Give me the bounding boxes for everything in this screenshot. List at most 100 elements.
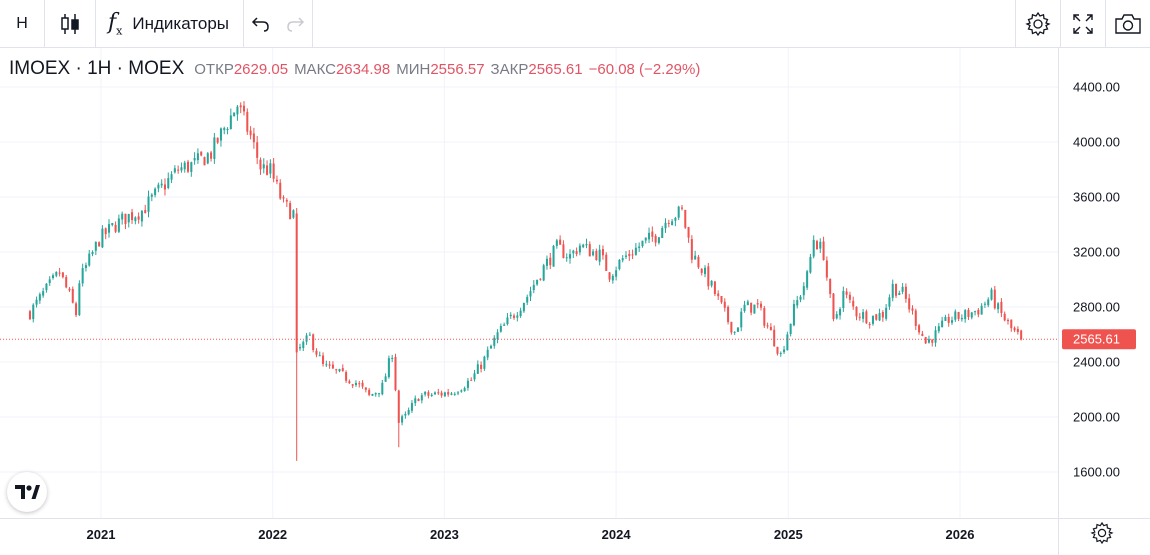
candle [934,326,937,347]
price-chart[interactable]: 4400.00 4000.00 3600.00 3200.00 2800.00 2400.… [0,48,1150,555]
candle-body [970,312,973,318]
legend-open-value: 2629.05 [233,61,289,78]
redo-button[interactable] [278,0,312,48]
candle-body [713,281,716,294]
candle [150,193,153,202]
candle [107,219,111,238]
candle-body [496,332,499,340]
candle-body [180,167,183,171]
candle-body [865,311,868,324]
candle-body [513,315,516,318]
candle [480,361,483,373]
candle [667,219,670,228]
candle-body [124,213,127,224]
candle-body [736,327,739,332]
candle [443,391,446,397]
candle [664,218,667,233]
candle-body [470,379,473,381]
candle-body [173,168,176,173]
candle-body [624,255,628,257]
candle [193,152,196,165]
candle-body [611,275,614,281]
candle [335,368,338,374]
candle [328,361,331,369]
candle [875,313,878,321]
candle-body [266,165,269,175]
candle [977,308,980,318]
candle [707,262,710,290]
candle-body [509,314,512,317]
candle-body [410,403,413,411]
candle-body [289,203,292,220]
legend-high-label: МАКС [294,61,336,78]
candle-body [944,317,947,321]
candle [32,303,35,323]
candle-body [325,364,328,366]
candle [895,283,898,298]
interval-button[interactable]: Н [16,14,28,32]
candle-body [391,357,394,360]
candle [233,112,236,117]
candle [773,325,776,347]
candle [878,308,881,322]
chart-type-button[interactable] [45,0,95,48]
gear-icon[interactable] [1090,521,1114,545]
legend-high-value: 2634.98 [335,61,391,78]
candle [918,323,921,335]
candle-body [397,390,400,423]
candle-body [196,153,199,161]
candle [430,393,433,397]
candle-body [229,115,232,130]
indicators-button[interactable]: fx Индикаторы [96,0,243,48]
candle [1000,298,1003,318]
candle [641,240,644,248]
candle-body [964,310,967,320]
candle-body [832,293,835,320]
candle [275,175,278,185]
settings-button[interactable] [1016,0,1060,48]
candle-body [568,254,572,259]
tradingview-logo[interactable] [7,472,47,512]
fullscreen-button[interactable] [1061,0,1105,48]
candle-body [680,207,683,209]
undo-icon [251,16,269,32]
candle [98,241,101,247]
candle-body [740,311,743,328]
candle-body [753,304,756,314]
candle [338,368,341,373]
candle-body [298,347,302,349]
candle-body [104,228,107,235]
candle-body [671,221,674,226]
candle [486,346,489,361]
candle [147,190,150,218]
candle-body [595,250,598,261]
undo-button[interactable] [244,0,278,48]
candle [358,380,361,388]
candle [618,259,621,271]
candle [354,380,357,387]
candle-body [295,213,298,353]
candle-body [84,265,87,268]
candle-body [183,162,186,170]
candle-body [776,346,779,354]
candle-body [394,356,397,391]
candle-body [881,312,884,318]
candle-body [246,111,249,132]
snapshot-button[interactable] [1106,0,1150,48]
fx-icon: fx [108,9,123,38]
candle-body [628,253,631,257]
candle [506,313,509,326]
candle-body [460,390,463,392]
candle [657,236,660,245]
candle-body [519,310,522,317]
candle-body [88,253,91,266]
candle [704,265,707,278]
candle [624,251,628,259]
candle [592,249,595,257]
candle-body [1010,319,1013,329]
candle-body [450,393,453,395]
time-tick-label: 2022 [258,527,287,542]
tradingview-logo-icon [15,485,40,499]
candle [252,127,255,149]
candle [404,411,407,419]
